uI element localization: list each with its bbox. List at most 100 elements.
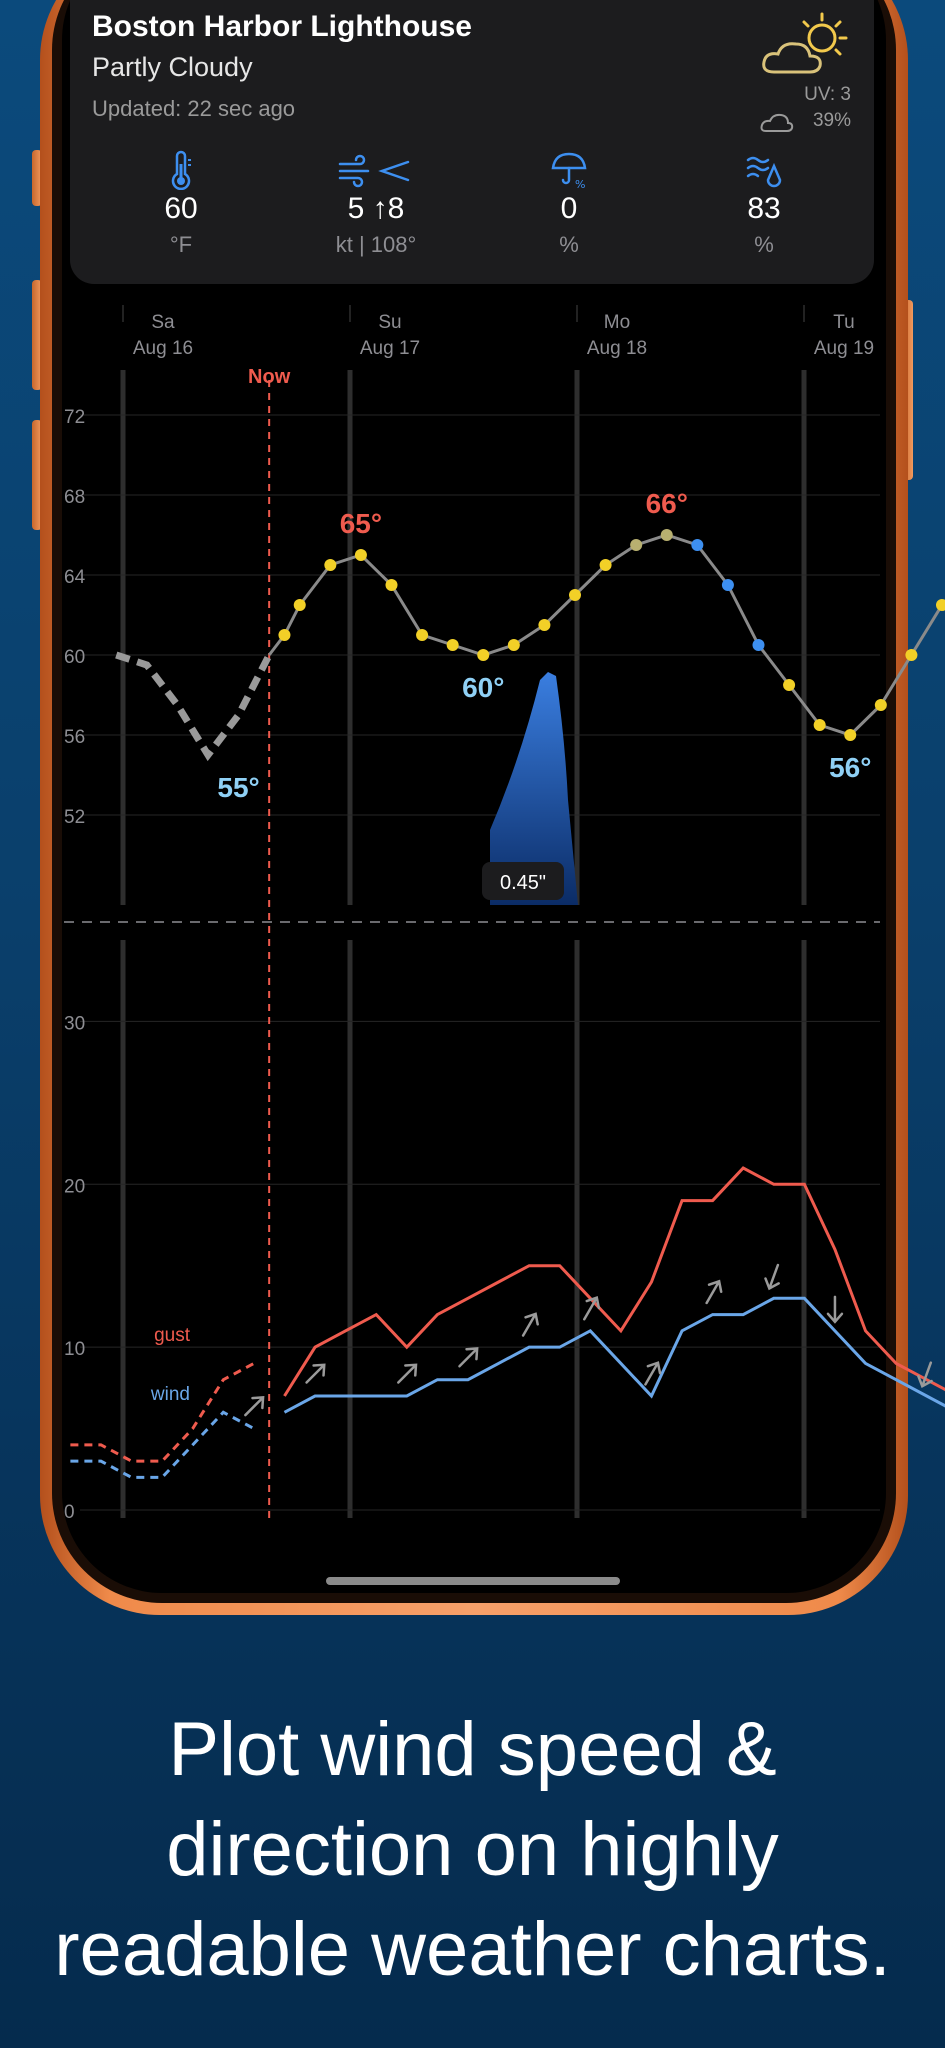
temp-point <box>905 649 918 661</box>
humidity-icon <box>746 156 782 188</box>
rain-umbrella-icon: % <box>551 152 587 191</box>
arrow-head <box>524 1312 539 1326</box>
temp-point <box>813 719 826 731</box>
caption-line-3: readable weather charts. <box>54 1907 891 1992</box>
temp-point <box>721 579 734 591</box>
arrow-shaft <box>921 1361 933 1387</box>
temp-tick-label: 60 <box>64 647 85 668</box>
arrow-shaft <box>644 1362 659 1386</box>
date-label-1: Aug 17 <box>360 338 420 359</box>
temp-point <box>660 529 673 541</box>
arrow-head <box>646 1361 662 1375</box>
day-label-0[interactable]: Sa <box>151 312 175 333</box>
marketing-caption: Plot wind speed & direction on highly re… <box>0 1700 945 2000</box>
partly-cloudy-icon <box>762 12 848 74</box>
location-title: Boston Harbor Lighthouse <box>92 10 472 43</box>
precip-unit: % <box>559 232 579 257</box>
temp-tick-label: 72 <box>64 407 85 428</box>
volume-down-button[interactable] <box>32 420 42 530</box>
wind-direction-arrow <box>458 1347 479 1368</box>
power-button[interactable] <box>903 300 913 480</box>
temp-point <box>844 729 857 741</box>
arrow-shaft <box>305 1364 325 1384</box>
temp-point <box>416 629 429 641</box>
precip-total-badge <box>482 862 564 900</box>
wind-direction-arrow <box>305 1363 326 1384</box>
temp-point <box>446 639 459 651</box>
updated-time: Updated: 22 sec ago <box>92 96 296 121</box>
now-label: Now <box>248 366 291 388</box>
caption-line-1: Plot wind speed & <box>168 1707 777 1792</box>
date-label-0: Aug 16 <box>133 338 193 359</box>
day-label-1[interactable]: Su <box>378 312 401 333</box>
wind-value: 5 ↑8 <box>347 192 405 225</box>
temp-tick-label: 64 <box>64 567 86 588</box>
humidity-unit: % <box>754 232 774 257</box>
gust-series-label: gust <box>154 1325 191 1346</box>
temp-point <box>293 599 306 611</box>
arrow-head <box>251 1396 265 1410</box>
wind-tick-label: 30 <box>64 1013 85 1034</box>
wind-direction-arrow <box>826 1295 844 1324</box>
current-conditions-card[interactable] <box>70 0 874 284</box>
side-button-left[interactable] <box>32 150 42 206</box>
humidity-value: 83 <box>747 192 781 225</box>
stat-wind[interactable]: 5 ↑8 kt | 108° <box>296 150 456 258</box>
arrow-head <box>585 1295 601 1310</box>
temp-point <box>385 579 398 591</box>
precip-total-label: 0.45" <box>500 872 546 894</box>
day-label-3[interactable]: Tu <box>833 312 854 333</box>
wind-direction-arrow <box>397 1363 418 1384</box>
temp-line-past <box>115 651 273 762</box>
temp-point <box>354 549 367 561</box>
wind-tick-label: 10 <box>64 1339 85 1360</box>
arrow-head <box>465 1347 479 1361</box>
arrow-head <box>917 1375 933 1388</box>
volume-up-button[interactable] <box>32 280 42 390</box>
temp-point <box>630 539 643 551</box>
wind-series-past-wind <box>70 1410 255 1479</box>
arrow-shaft <box>705 1280 720 1305</box>
date-label-3: Aug 19 <box>814 338 874 359</box>
temp-point <box>599 559 612 571</box>
temp-point <box>477 649 490 661</box>
wind-direction-arrow <box>917 1361 933 1388</box>
weather-charts[interactable]: Sa Aug 16 Su Aug 17 Mo Aug 18 Tu Aug 19 52 56 60 64… <box>0 0 945 1560</box>
temp-label-low: 55° <box>217 772 259 803</box>
wind-icon <box>338 154 410 188</box>
wind-direction-arrow <box>521 1312 539 1337</box>
temp-label-low: 56° <box>829 752 871 783</box>
temp-point <box>507 639 520 651</box>
date-label-2: Aug 18 <box>587 338 647 359</box>
temp-point <box>874 699 887 711</box>
wind-series-label: wind <box>150 1384 190 1405</box>
stat-temperature[interactable]: 60 °F <box>101 150 261 258</box>
temp-tick-label: 68 <box>64 487 85 508</box>
home-indicator[interactable] <box>326 1577 620 1585</box>
stat-precip[interactable]: % 0 % <box>489 150 649 258</box>
temp-point <box>324 559 337 571</box>
arrow-head <box>404 1363 418 1377</box>
temp-point <box>783 679 796 691</box>
day-label-2[interactable]: Mo <box>604 312 630 333</box>
precip-value: 0 <box>560 192 578 225</box>
wind-direction-arrow <box>583 1295 601 1321</box>
arrow-head <box>312 1363 326 1377</box>
temp-label-low: 60° <box>462 672 504 703</box>
temperature-unit: °F <box>169 232 193 257</box>
stat-humidity[interactable]: 83 % <box>684 150 844 258</box>
arrow-shaft <box>768 1263 780 1289</box>
temp-label-high: 66° <box>646 488 688 519</box>
arrow-head <box>764 1277 780 1291</box>
temp-point <box>278 629 291 641</box>
uv-index: UV: 3 <box>804 84 851 105</box>
wind-tick-label: 0 <box>64 1502 75 1523</box>
temp-tick-label: 56 <box>64 727 85 748</box>
temp-label-high: 65° <box>340 508 382 539</box>
arrow-head <box>826 1312 844 1324</box>
temp-point <box>569 589 581 601</box>
wind-direction-arrow <box>644 1361 662 1386</box>
wind-direction-arrow <box>244 1396 265 1417</box>
svg-text:%: % <box>575 178 585 190</box>
wind-series-past-gust <box>70 1362 255 1463</box>
